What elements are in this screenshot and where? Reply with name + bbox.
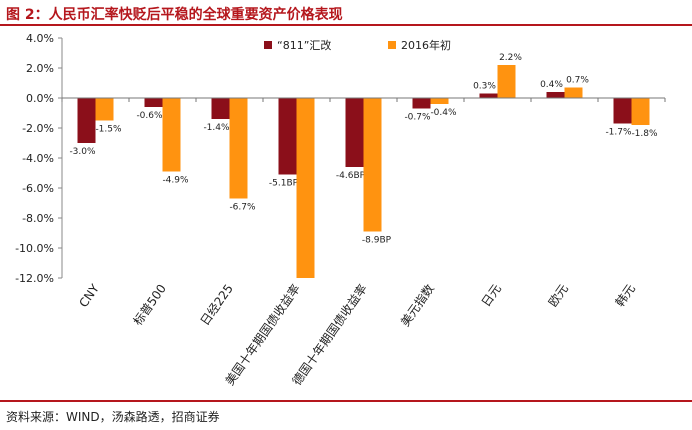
category-label: 欧元 <box>546 282 571 310</box>
data-label: -0.6% <box>136 111 163 121</box>
data-label: -0.7% <box>404 113 431 123</box>
bar <box>430 98 449 104</box>
bar <box>211 98 230 119</box>
y-tick-label: -8.0% <box>22 212 54 225</box>
bar-chart: 4.0% 2.0% 0.0% -2.0% -4.0% -6.0% -8.0% -10.0% -1… <box>15 32 666 388</box>
data-label: -8.9BP <box>362 236 392 246</box>
y-tick-label: -2.0% <box>22 122 54 135</box>
y-tick-label: -6.0% <box>22 182 54 195</box>
bar <box>345 98 364 167</box>
footer-rule <box>0 400 692 402</box>
category-label: 标普500 <box>131 282 169 328</box>
y-tick-label: 2.0% <box>26 62 54 75</box>
data-label: -1.4% <box>203 123 230 133</box>
figure-header: 图 2：人民币汇率快贬后平稳的全球重要资产价格表现 <box>0 0 692 26</box>
data-label: -5.1BP <box>269 179 299 189</box>
bar <box>229 98 248 199</box>
bar <box>77 98 96 143</box>
category-label: 美元指数 <box>397 281 437 329</box>
category-label: 日经225 <box>198 282 236 328</box>
bar <box>412 98 431 109</box>
legend-label: “811”汇改 <box>277 38 331 52</box>
data-label: -4.6BP <box>336 171 366 181</box>
figure-footer: 资料来源：WIND，汤森路透，招商证券 <box>0 398 692 430</box>
y-tick-label: -12.0% <box>15 272 54 285</box>
data-label: -4.9% <box>162 176 189 186</box>
legend-swatch <box>264 41 272 49</box>
data-label: -6.7% <box>229 203 256 213</box>
legend-swatch <box>388 41 396 49</box>
y-tick-label: 0.0% <box>26 92 54 105</box>
figure-title: 图 2：人民币汇率快贬后平稳的全球重要资产价格表现 <box>6 7 343 23</box>
bar <box>296 98 315 278</box>
bar <box>564 87 583 98</box>
bar <box>546 92 565 98</box>
data-label: 2.2% <box>499 53 522 63</box>
bar <box>479 93 498 98</box>
legend-label: 2016年初 <box>401 38 451 52</box>
bar <box>613 98 632 124</box>
data-label: -1.7% <box>605 128 632 138</box>
bar <box>95 98 114 121</box>
bar <box>278 98 297 175</box>
bar <box>497 65 516 98</box>
category-label: 德国十年期国债收益率 <box>289 281 370 388</box>
data-label: 0.3% <box>473 82 496 92</box>
data-label: -3.0% <box>69 147 96 157</box>
data-label: 0.7% <box>566 76 589 86</box>
data-label: -1.5% <box>95 125 122 135</box>
data-label: -0.4% <box>430 108 457 118</box>
source-note: 资料来源：WIND，汤森路透，招商证券 <box>6 410 220 424</box>
data-label: -1.8% <box>631 129 658 139</box>
bar <box>144 98 163 107</box>
y-tick-label: -10.0% <box>15 242 54 255</box>
y-tick-label: 4.0% <box>26 32 54 45</box>
bar <box>162 98 181 172</box>
bar <box>631 98 650 125</box>
data-label: 0.4% <box>540 80 563 90</box>
y-tick-label: -4.0% <box>22 152 54 165</box>
category-label: 美国十年期国债收益率 <box>222 281 303 388</box>
category-label: 日元 <box>479 282 504 310</box>
category-label: 韩元 <box>612 281 638 309</box>
bar <box>363 98 382 232</box>
header-rule <box>0 24 692 26</box>
category-label: CNY <box>76 281 102 310</box>
